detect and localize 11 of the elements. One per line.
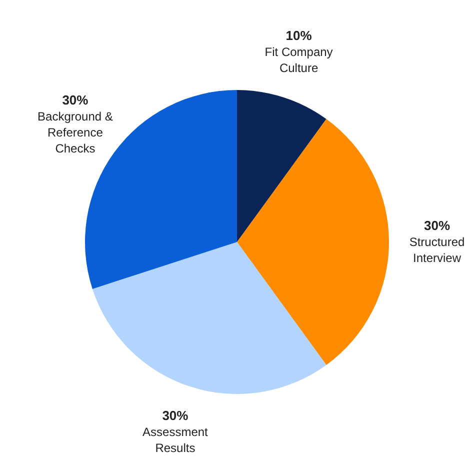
slice-label: Fit Company Culture	[264, 44, 333, 75]
slice-label: Background & Reference Checks	[38, 109, 113, 156]
pie-slice	[237, 90, 326, 242]
slice-label: Assessment Results	[142, 425, 209, 456]
data-label: 30%	[162, 408, 189, 424]
slice-label: Structured Interview	[409, 235, 465, 265]
pie-slice	[92, 242, 326, 394]
data-label: 30%	[62, 92, 89, 108]
data-label: 10%	[286, 28, 312, 43]
data-label: 30%	[424, 218, 450, 233]
pie-slice	[237, 119, 389, 365]
